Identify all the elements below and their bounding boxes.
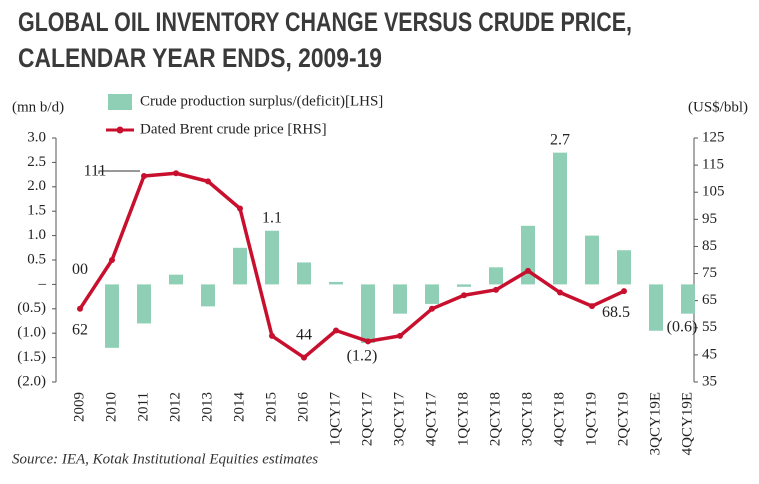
bar [105,284,119,348]
line-point [589,303,595,310]
y-tick-label: (1.5) [17,349,46,365]
y-tick-label: (0.5) [17,300,46,316]
value-label: (1.2) [347,348,378,365]
bar [297,262,311,285]
x-tick-label: 4QCY19E [679,392,695,455]
line-point [525,267,531,274]
bar [137,284,151,324]
x-tick-label: 2011 [135,392,151,421]
y-tick-label: 1.0 [27,227,46,243]
value-label: 68.5 [602,304,630,321]
bar [681,284,695,314]
bar [361,284,375,343]
leader-line [98,170,140,174]
line-point [365,338,371,345]
bar [201,284,215,307]
chart-title: CALENDAR YEAR ENDS, 2009-19 [18,43,382,73]
line [78,171,625,360]
y-axis-label: (mn b/d) [12,99,64,115]
chart-title: GLOBAL OIL INVENTORY CHANGE VERSUS CRUDE… [18,7,632,37]
y2-tick-label: 115 [702,157,724,173]
y2-tick-label: 95 [702,211,717,227]
value-label: 2.7 [550,131,570,148]
y2-tick-label: 55 [702,319,717,335]
value-label: 1.1 [262,209,282,226]
source: Source: IEA, Kotak Institutional Equitie… [12,451,318,467]
x-tick-label: 1QCY17 [327,392,343,447]
line-point [461,292,467,299]
x-tick-label: 2QCY19 [615,392,631,446]
line-point [77,305,83,312]
x-tick-label: 2016 [295,392,311,423]
y2-tick-label: 105 [702,184,725,200]
bar [585,235,599,285]
bar [553,152,567,285]
line-point [141,172,147,179]
x-tick-label: 2QCY17 [359,392,375,447]
x-tick-label: 1QCY18 [455,392,471,446]
value-label: 00 [72,261,88,278]
x-tick-label: 2012 [167,392,183,422]
y2-tick-label: 65 [702,292,717,308]
x-tick-label: 3QCY17 [391,392,407,447]
value-label: 44 [296,326,312,343]
x-tick-label: 2010 [103,392,119,422]
x-tick-label: 3QCY19E [647,392,663,455]
line-point [205,178,211,185]
bar [489,267,503,285]
value-label: 111 [84,163,107,180]
x-tick-label: 1QCY19 [583,392,599,446]
bar [329,281,343,285]
line-point [301,354,307,361]
line-point [333,327,339,334]
line-point [237,205,243,212]
bar [617,250,631,285]
line-point [621,288,627,295]
bar [521,225,535,285]
value-label: (0.6) [667,318,698,335]
y2-tick-label: 75 [702,265,717,281]
line-point [173,170,179,177]
line-point [397,332,403,339]
line-point [429,305,435,312]
x-tick-label: 4QCY17 [423,392,439,447]
value-label: 62 [72,321,88,338]
bar [265,230,279,285]
bar [457,284,471,287]
y-tick-label: – [38,276,47,292]
line-point [109,257,115,263]
y2-tick-label: 125 [702,129,725,145]
y2-tick-label: 45 [702,346,717,362]
line-point [493,286,499,293]
legend-swatch [108,94,132,110]
y-tick-label: (2.0) [17,373,46,389]
x-tick-label: 2015 [263,392,279,422]
y-tick-label: 0.5 [27,251,46,267]
x-tick-label: 2014 [231,392,247,423]
x-tick-label: 2009 [71,392,87,422]
y-tick-label: (1.0) [17,325,46,341]
legend-swatch [116,126,124,134]
line-point [557,289,563,296]
y2-tick-label: 35 [702,373,717,389]
bar [649,284,663,331]
legend-label: Dated Brent crude price [RHS] [140,121,327,137]
y2-tick-label: 85 [702,238,717,254]
bar [425,284,439,304]
y-tick-label: 2.5 [27,154,46,170]
x-tick-label: 2QCY18 [487,392,503,446]
y-tick-label: 3.0 [27,129,46,145]
y-tick-label: 1.5 [27,203,46,219]
bar [393,284,407,314]
x-tick-label: 3QCY18 [519,392,535,446]
y2-axis-label: (US$/bbl) [688,99,748,115]
y-tick-label: 2.0 [27,178,46,194]
x-tick-label: 2013 [199,392,215,422]
x-tick-label: 4QCY18 [551,392,567,446]
line-point [269,332,275,339]
legend-label: Crude production surplus/(deficit)[LHS] [140,93,383,109]
bar [233,247,247,285]
bar [169,274,183,285]
